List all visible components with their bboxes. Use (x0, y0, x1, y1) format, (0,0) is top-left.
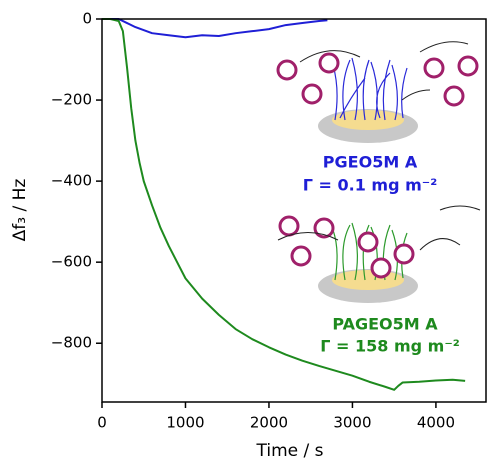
line-series (102, 18, 328, 39)
x-tick-label: 1000 (166, 414, 204, 432)
x-tick-label: 2000 (250, 414, 288, 432)
x-tick-label: 4000 (417, 414, 455, 432)
illustration-blue (276, 41, 479, 143)
y-tick-label: −200 (51, 91, 92, 109)
illustration-green (277, 205, 481, 303)
y-tick-label: −400 (51, 172, 92, 190)
y-tick-label: −600 (51, 253, 92, 271)
plot-frame (101, 18, 487, 403)
x-axis-label: Time / s (256, 441, 324, 461)
y-tick-label: −800 (51, 334, 92, 352)
x-tick-label: 3000 (333, 414, 371, 432)
y-axis-label: Δf₃ / Hz (10, 179, 30, 242)
line-series (102, 18, 466, 391)
annotation: PGEO5M A (323, 153, 418, 172)
x-tick-label: 0 (97, 414, 107, 432)
y-tick-label: 0 (82, 10, 92, 28)
annotation: PAGEO5M A (332, 315, 438, 334)
annotation: Γ = 158 mg m⁻² (320, 337, 460, 356)
annotation: Γ = 0.1 mg m⁻² (303, 176, 437, 195)
